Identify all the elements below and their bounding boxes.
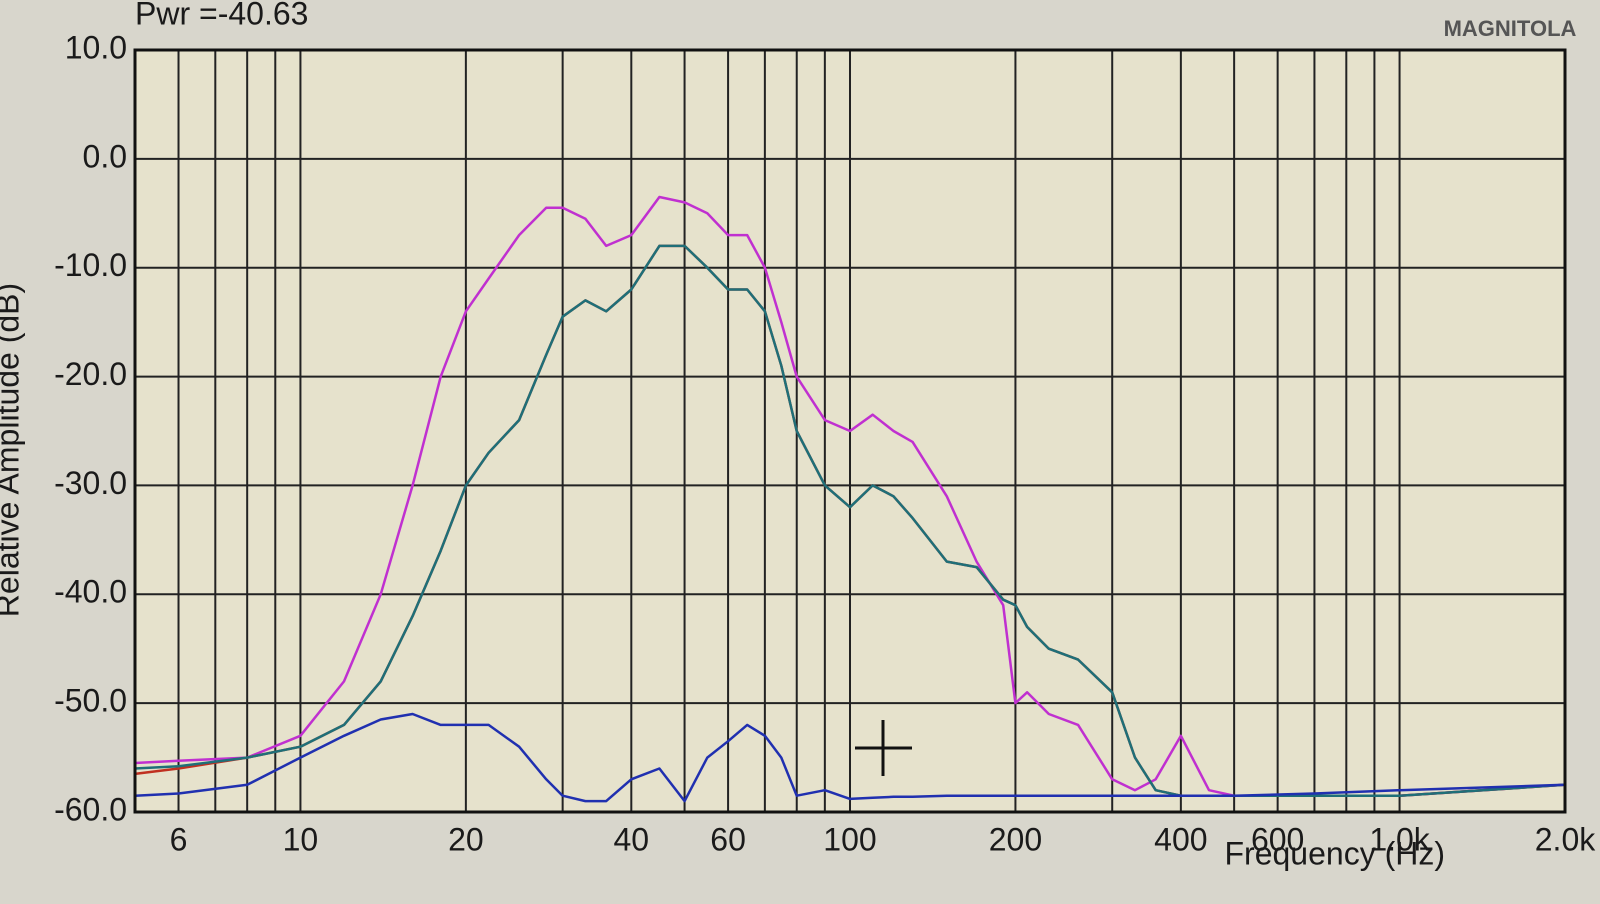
- x-tick-label: 6: [170, 821, 188, 857]
- plot: [134, 49, 1566, 813]
- x-tick-label: 200: [989, 821, 1042, 857]
- y-tick-label: -50.0: [54, 683, 127, 719]
- y-tick-label: -10.0: [54, 247, 127, 283]
- series-line: [134, 195, 1566, 797]
- x-tick-label: 10: [283, 821, 319, 857]
- series-line: [134, 244, 1566, 797]
- x-tick-label: 1.0k: [1369, 821, 1430, 857]
- series-line: [134, 712, 1566, 803]
- x-tick-label: 20: [448, 821, 484, 857]
- x-axis-label: Frequency (Hz): [1225, 835, 1446, 871]
- y-tick-label: -20.0: [54, 356, 127, 392]
- x-tick-label: 400: [1154, 821, 1207, 857]
- y-tick-label: 10.0: [65, 29, 127, 65]
- x-tick-label: 40: [614, 821, 650, 857]
- y-tick-label: -30.0: [54, 465, 127, 501]
- y-tick-label: -40.0: [54, 574, 127, 610]
- y-tick-label: 0.0: [83, 138, 127, 174]
- x-tick-label: 2.0k: [1535, 821, 1596, 857]
- y-tick-label: -60.0: [54, 791, 127, 827]
- chart-title: Pwr =-40.63: [135, 0, 308, 31]
- x-tick-label: 60: [710, 821, 746, 857]
- plot-frame: [133, 48, 1567, 814]
- cursor: [855, 720, 912, 776]
- x-tick-label: 100: [823, 821, 876, 857]
- logo: MAGNITOLA: [1444, 16, 1577, 41]
- x-tick-label: 600: [1251, 821, 1304, 857]
- y-axis-label: Relative Amplitude (dB): [0, 283, 25, 617]
